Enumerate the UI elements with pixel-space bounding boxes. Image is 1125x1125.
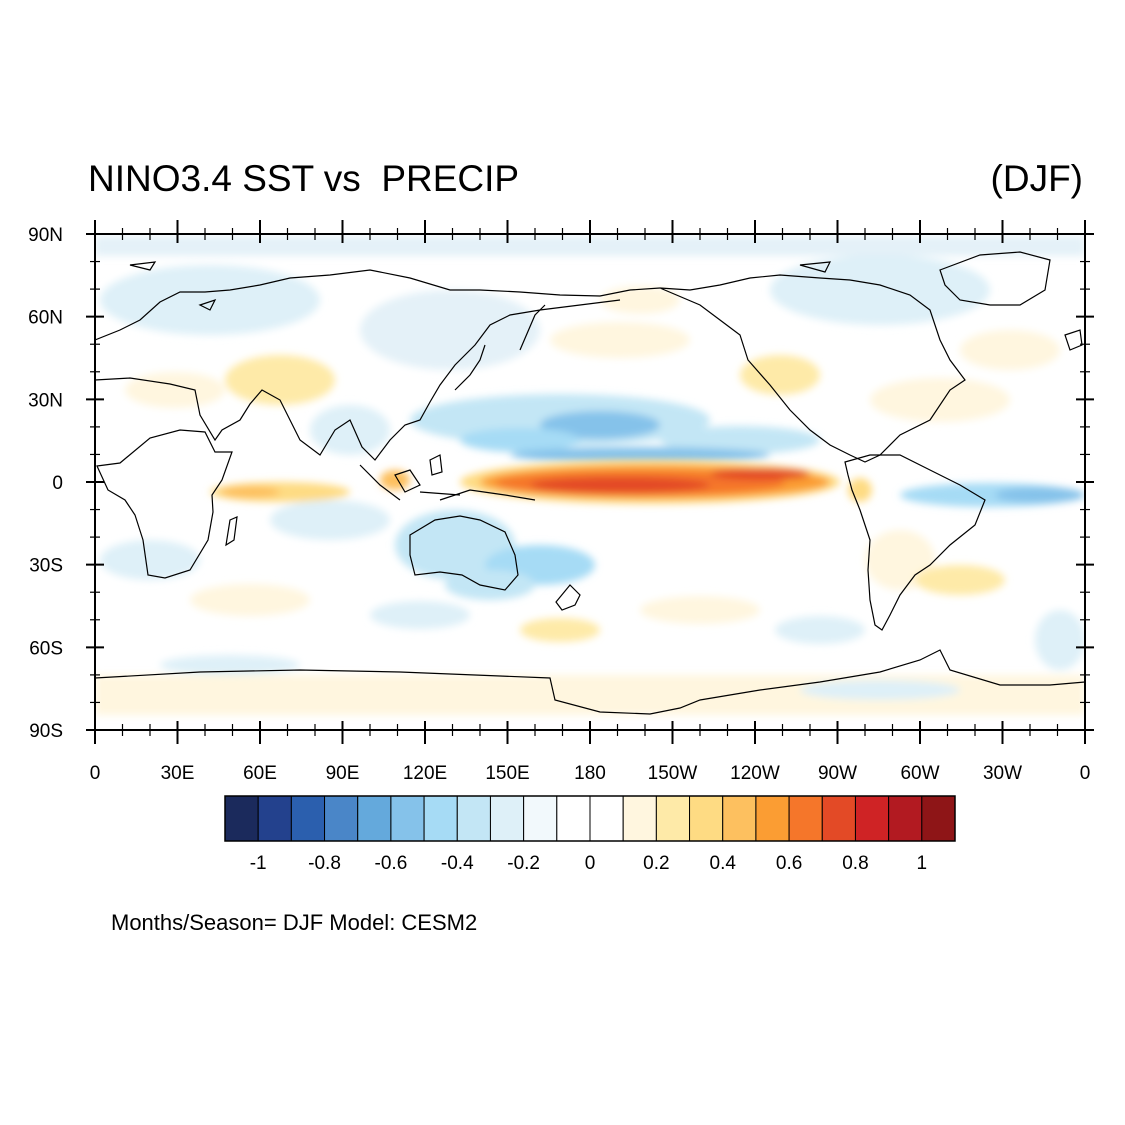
lat-tick-label: 60S	[29, 638, 63, 659]
lon-tick-label: 150E	[485, 763, 529, 784]
colorbar-label: -0.2	[507, 853, 540, 874]
lat-tick-label: 30N	[28, 390, 63, 411]
colorbar-swatch	[390, 795, 425, 842]
colorbar-swatch	[523, 795, 558, 842]
lon-tick-label: 90W	[818, 763, 857, 784]
colorbar-swatch	[556, 795, 591, 842]
coastlines	[95, 251, 1085, 715]
lon-tick-label: 150W	[648, 763, 698, 784]
lat-tick-label: 0	[52, 473, 63, 494]
colorbar-swatch	[854, 795, 890, 842]
colorbar-label: -1	[250, 853, 267, 874]
lon-tick-label: 0	[1080, 763, 1091, 784]
axis-ticks	[86, 220, 1094, 744]
colorbar-swatch	[489, 795, 525, 842]
colorbar-swatch	[324, 795, 359, 842]
colorbar-label: 1	[917, 853, 928, 874]
colorbar-swatch	[456, 795, 491, 842]
colorbar-label: -0.4	[441, 853, 474, 874]
colorbar-swatch	[888, 795, 923, 842]
lat-tick-label: 90S	[29, 721, 63, 742]
colorbar-swatch	[589, 795, 624, 842]
colorbar-label: 0.8	[842, 853, 868, 874]
footer-note: Months/Season= DJF Model: CESM2	[111, 910, 478, 935]
colorbar-label: 0	[585, 853, 596, 874]
colorbar-swatch	[423, 795, 458, 842]
lon-tick-label: 120W	[730, 763, 780, 784]
colorbar-swatch	[290, 795, 326, 842]
correlation-field	[95, 234, 1085, 730]
colorbar-label: -0.6	[375, 853, 408, 874]
colorbar-swatch	[722, 795, 757, 842]
lat-tick-label: 60N	[28, 308, 63, 329]
colorbar-swatch	[655, 795, 691, 842]
lat-tick-label: 30S	[29, 556, 63, 577]
colorbar-swatch	[622, 795, 657, 842]
colorbar-swatch	[689, 795, 724, 842]
lat-tick-label: 90N	[28, 225, 63, 246]
latitude-labels: 90N 60N 30N 0 30S 60S 90S	[28, 225, 63, 742]
colorbar-swatch	[357, 795, 392, 842]
lon-tick-label: 180	[574, 763, 606, 784]
colorbar-swatch	[821, 795, 856, 842]
lon-tick-label: 90E	[326, 763, 360, 784]
colorbar-label: 0.4	[710, 853, 737, 874]
lon-tick-label: 60E	[243, 763, 277, 784]
colorbar	[224, 795, 956, 842]
colorbar-labels: -1 -0.8 -0.6 -0.4 -0.2 0 0.2 0.4 0.6 0.8 1	[250, 853, 927, 874]
colorbar-swatch	[224, 795, 259, 842]
lon-tick-label: 30W	[983, 763, 1022, 784]
colorbar-swatch	[788, 795, 823, 842]
map-title: NINO3.4 SST vs PRECIP	[88, 158, 520, 199]
lon-tick-label: 120E	[403, 763, 447, 784]
colorbar-swatch	[257, 795, 292, 842]
colorbar-label: 0.6	[776, 853, 802, 874]
lon-tick-label: 0	[90, 763, 101, 784]
season-label: (DJF)	[990, 158, 1083, 199]
colorbar-swatch	[921, 795, 956, 842]
colorbar-label: 0.2	[643, 853, 669, 874]
lon-tick-label: 30E	[161, 763, 195, 784]
colorbar-swatch	[755, 795, 790, 842]
longitude-labels: 0 30E 60E 90E 120E 150E 180 150W 120W 90W 60W 30W 0	[90, 763, 1091, 784]
colorbar-label: -0.8	[308, 853, 341, 874]
lon-tick-label: 60W	[900, 763, 939, 784]
